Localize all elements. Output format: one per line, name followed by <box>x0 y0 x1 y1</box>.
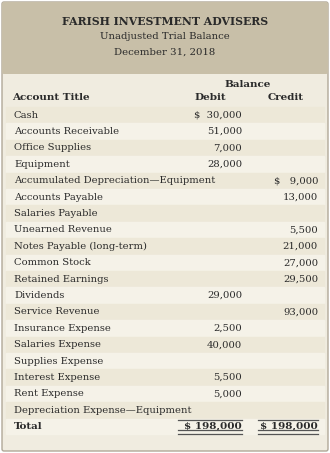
Text: December 31, 2018: December 31, 2018 <box>115 48 215 57</box>
Text: Unadjusted Trial Balance: Unadjusted Trial Balance <box>100 32 230 41</box>
Bar <box>6 38 324 72</box>
Bar <box>6 189 324 205</box>
Text: Equipment: Equipment <box>14 160 70 169</box>
Text: Credit: Credit <box>268 93 304 102</box>
Text: Office Supplies: Office Supplies <box>14 144 91 153</box>
Bar <box>6 320 324 336</box>
Text: 21,000: 21,000 <box>283 242 318 251</box>
Text: Common Stock: Common Stock <box>14 258 91 267</box>
Text: 40,000: 40,000 <box>207 340 242 349</box>
Text: Accounts Payable: Accounts Payable <box>14 193 103 202</box>
Text: Service Revenue: Service Revenue <box>14 308 100 317</box>
Text: 13,000: 13,000 <box>283 193 318 202</box>
Bar <box>6 419 324 434</box>
Text: Account Title: Account Title <box>12 93 90 102</box>
Bar <box>6 304 324 320</box>
Text: 7,000: 7,000 <box>213 144 242 153</box>
Bar <box>6 123 324 140</box>
Text: Interest Expense: Interest Expense <box>14 373 100 382</box>
Text: 28,000: 28,000 <box>207 160 242 169</box>
Bar <box>6 222 324 238</box>
Text: $ 198,000: $ 198,000 <box>260 422 318 431</box>
Text: $  30,000: $ 30,000 <box>194 111 242 120</box>
Text: Rent Expense: Rent Expense <box>14 390 84 399</box>
FancyBboxPatch shape <box>2 2 328 74</box>
Text: Accumulated Depreciation—Equipment: Accumulated Depreciation—Equipment <box>14 176 215 185</box>
Text: Unearned Revenue: Unearned Revenue <box>14 226 112 235</box>
Bar <box>6 156 324 172</box>
Bar <box>6 369 324 386</box>
Bar <box>6 140 324 156</box>
FancyBboxPatch shape <box>2 2 328 451</box>
Text: FARISH INVESTMENT ADVISERS: FARISH INVESTMENT ADVISERS <box>62 16 268 27</box>
Text: Depreciation Expense—Equipment: Depreciation Expense—Equipment <box>14 406 191 415</box>
Text: 5,500: 5,500 <box>289 226 318 235</box>
Text: Accounts Receivable: Accounts Receivable <box>14 127 119 136</box>
Text: 29,500: 29,500 <box>283 275 318 284</box>
Text: Insurance Expense: Insurance Expense <box>14 324 111 333</box>
Text: Salaries Payable: Salaries Payable <box>14 209 98 218</box>
Text: Balance: Balance <box>225 80 271 89</box>
Bar <box>6 205 324 222</box>
Bar <box>6 353 324 369</box>
Bar <box>6 271 324 287</box>
Text: Retained Earnings: Retained Earnings <box>14 275 109 284</box>
Text: 51,000: 51,000 <box>207 127 242 136</box>
Bar <box>6 107 324 123</box>
Bar <box>6 238 324 254</box>
Text: Supplies Expense: Supplies Expense <box>14 357 103 366</box>
Text: 93,000: 93,000 <box>283 308 318 317</box>
Text: Dividends: Dividends <box>14 291 64 300</box>
Bar <box>6 255 324 270</box>
Text: 2,500: 2,500 <box>213 324 242 333</box>
Bar <box>6 287 324 304</box>
Text: 29,000: 29,000 <box>207 291 242 300</box>
Bar <box>6 402 324 418</box>
Text: Notes Payable (long-term): Notes Payable (long-term) <box>14 242 147 251</box>
Text: 5,500: 5,500 <box>213 373 242 382</box>
Bar <box>6 337 324 352</box>
Bar <box>6 386 324 402</box>
Text: 5,000: 5,000 <box>213 390 242 399</box>
Text: $ 198,000: $ 198,000 <box>184 422 242 431</box>
Text: Cash: Cash <box>14 111 39 120</box>
Bar <box>6 173 324 188</box>
Text: Debit: Debit <box>194 93 226 102</box>
Text: Total: Total <box>14 422 43 431</box>
Text: $   9,000: $ 9,000 <box>274 176 318 185</box>
Text: 27,000: 27,000 <box>283 258 318 267</box>
Text: Salaries Expense: Salaries Expense <box>14 340 101 349</box>
